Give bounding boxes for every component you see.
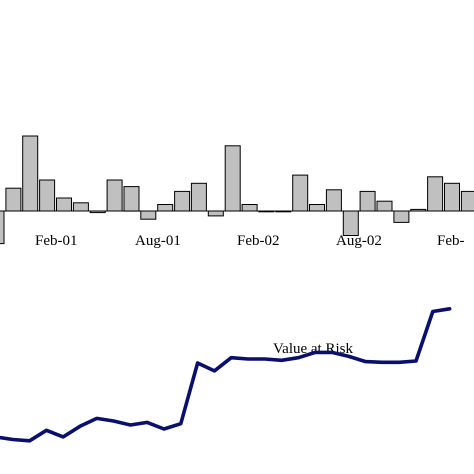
bar-23	[376, 200, 393, 212]
line-chart-panel: Value at Risk	[0, 307, 452, 443]
x-tick-label: Feb-02	[237, 233, 280, 249]
bar-7	[106, 179, 123, 212]
x-tick-label: Aug-01	[135, 233, 181, 249]
x-tick-label: Feb-01	[35, 233, 78, 249]
bar-12	[190, 182, 207, 212]
bar-27	[444, 182, 460, 212]
bar-3	[39, 179, 56, 212]
bar-21	[342, 210, 359, 236]
bar-20	[325, 189, 342, 212]
bar-4	[56, 197, 72, 212]
bar-10	[157, 204, 174, 212]
bar-22	[359, 190, 376, 212]
bar-0	[0, 210, 5, 245]
bar-chart-panel: Feb-01 Aug-01 Feb-02 Aug-02 Feb-	[0, 135, 474, 249]
bar-2	[22, 135, 39, 212]
x-tick-label: Aug-02	[336, 233, 382, 249]
bar-18	[292, 174, 309, 212]
bar-11	[174, 190, 191, 212]
bar-1	[5, 187, 22, 212]
bar-5	[72, 202, 89, 212]
bar-8	[123, 186, 140, 212]
bar-14	[224, 145, 241, 212]
bar-19	[309, 204, 325, 212]
bar-13	[207, 210, 224, 217]
bar-9	[140, 210, 157, 220]
bar-28	[460, 190, 474, 212]
bar-15	[241, 204, 258, 212]
bar-26	[427, 176, 444, 212]
value-at-risk-line	[0, 307, 452, 443]
x-tick-label: Feb-	[437, 233, 465, 249]
bar-24	[393, 210, 410, 223]
